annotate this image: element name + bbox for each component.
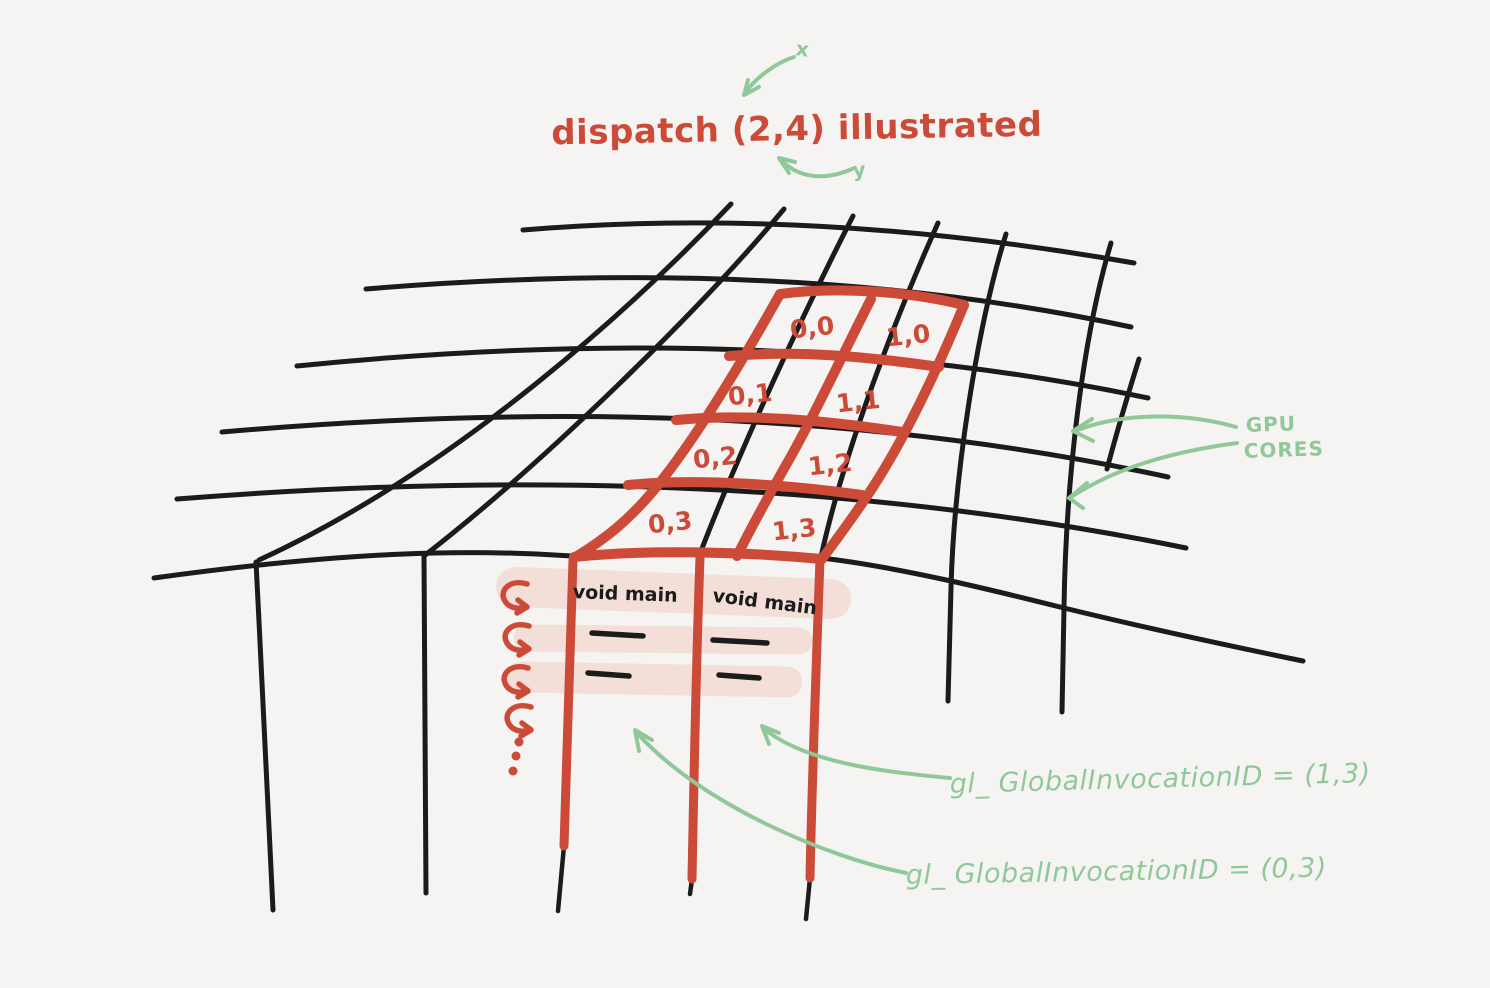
cell-label-1-0: 1,0 bbox=[885, 319, 932, 352]
grid-row-line bbox=[363, 275, 1134, 330]
column-strip-left-edge bbox=[559, 555, 578, 851]
grid-column-line bbox=[1061, 240, 1114, 610]
loop-curl-icon bbox=[504, 703, 534, 739]
code-line-dash bbox=[710, 637, 770, 646]
gpu-cores-arrow-lower-icon bbox=[1067, 441, 1239, 510]
ellipsis-dots bbox=[508, 737, 524, 776]
column-strip-middle-edge bbox=[687, 553, 705, 884]
loop-curl-icon bbox=[500, 580, 530, 616]
block-left-edge bbox=[569, 289, 785, 563]
block-right-edge bbox=[817, 300, 969, 564]
code-line-dash bbox=[589, 630, 646, 639]
code-line-dashes bbox=[585, 630, 770, 681]
y-axis-arrow-icon bbox=[777, 156, 854, 179]
grid-hanging-line bbox=[803, 875, 813, 922]
code-line-dash bbox=[585, 670, 632, 679]
cell-label-0-2: 0,2 bbox=[692, 441, 739, 474]
invocation-arrows bbox=[633, 724, 952, 875]
grid-hanging-line bbox=[421, 553, 429, 896]
grid-column-line bbox=[818, 220, 941, 560]
cell-label-0-1: 0,1 bbox=[727, 378, 774, 411]
block-bottom-edge bbox=[569, 547, 827, 564]
dispatch-cell-labels: 0,0 1,0 0,1 1,1 0,2 1,2 0,3 1,3 bbox=[647, 311, 932, 546]
grid-column-line bbox=[698, 213, 856, 554]
cell-label-1-1: 1,1 bbox=[835, 385, 882, 418]
dispatch-block-outline bbox=[559, 285, 969, 884]
cell-label-1-3: 1,3 bbox=[771, 513, 818, 546]
gpu-cores-annotation: GPU CORES bbox=[1067, 411, 1324, 510]
loop-curl-icon bbox=[502, 622, 532, 658]
code-line-dash bbox=[716, 672, 762, 681]
grid-column-line bbox=[256, 201, 734, 563]
grid-hanging-line bbox=[1059, 605, 1067, 715]
grid-row-line bbox=[174, 482, 1189, 551]
block-top-edge bbox=[775, 285, 969, 310]
gpu-cores-label-line2: CORES bbox=[1243, 436, 1324, 463]
cell-label-1-2: 1,2 bbox=[807, 448, 854, 481]
grid-column-line bbox=[1104, 356, 1142, 472]
loop-curl-icon bbox=[501, 664, 531, 700]
grid-column-line bbox=[421, 206, 787, 559]
block-row-divider bbox=[724, 348, 944, 372]
invocation-id-left-label: gl_ GlobalInvocationID = (0,3) bbox=[906, 853, 1328, 891]
gpu-cores-label-line1: GPU bbox=[1245, 411, 1296, 437]
void-main-left: void main bbox=[572, 581, 678, 607]
grid-hanging-line bbox=[253, 559, 276, 913]
grid-column-line bbox=[948, 231, 1009, 590]
invocation-arrow-right-icon bbox=[760, 724, 952, 780]
grid-hanging-line bbox=[555, 843, 567, 914]
x-axis-arrow-icon bbox=[742, 55, 796, 97]
block-row-divider bbox=[671, 412, 907, 437]
page-title: dispatch (2,4) illustrated bbox=[551, 105, 1043, 154]
axis-x-label: x bbox=[794, 36, 810, 62]
cell-label-0-3: 0,3 bbox=[647, 506, 694, 539]
grid-row-line bbox=[520, 220, 1137, 266]
grid-hanging-line bbox=[945, 585, 954, 704]
axis-y-label: y bbox=[852, 157, 867, 182]
block-row-divider bbox=[623, 477, 867, 500]
cell-label-0-0: 0,0 bbox=[789, 311, 836, 344]
loop-iteration-marks bbox=[500, 580, 534, 776]
column-strip-right-edge bbox=[805, 554, 825, 883]
invocation-arrow-left-icon bbox=[633, 728, 908, 875]
axis-arrows bbox=[742, 55, 854, 179]
gpu-cores-arrows bbox=[1067, 414, 1239, 510]
title-group: dispatch (2,4) illustrated x y bbox=[551, 36, 1043, 182]
gpu-cores-arrow-upper-icon bbox=[1071, 414, 1238, 443]
block-middle-divider bbox=[732, 294, 876, 561]
